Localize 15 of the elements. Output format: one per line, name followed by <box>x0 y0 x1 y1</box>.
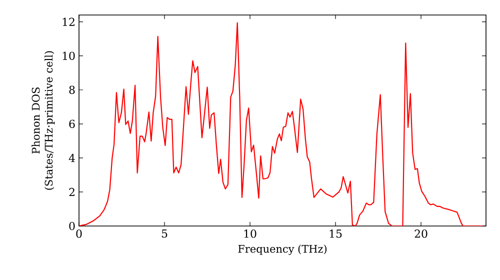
x-tick-label: 5 <box>162 230 168 238</box>
y-tick-label: 0 <box>69 222 75 230</box>
y-tick-label: 10 <box>62 52 75 60</box>
y-tick-label: 2 <box>69 188 74 196</box>
x-tick-label: 15 <box>330 230 342 238</box>
y-tick-label: 6 <box>69 120 75 128</box>
x-axis-title: Frequency (THz) <box>238 244 327 255</box>
x-tick-label: 0 <box>76 230 82 238</box>
x-tick-label: 20 <box>414 230 428 238</box>
y-tick-label: 12 <box>62 18 74 26</box>
y-tick-label: 8 <box>69 86 75 94</box>
x-tick-label: 10 <box>244 230 256 238</box>
line-series <box>79 22 484 226</box>
y-tick-label: 4 <box>68 154 75 162</box>
y-axis-title: Phonon DOS (States/THz·primitive cell) <box>32 51 55 190</box>
